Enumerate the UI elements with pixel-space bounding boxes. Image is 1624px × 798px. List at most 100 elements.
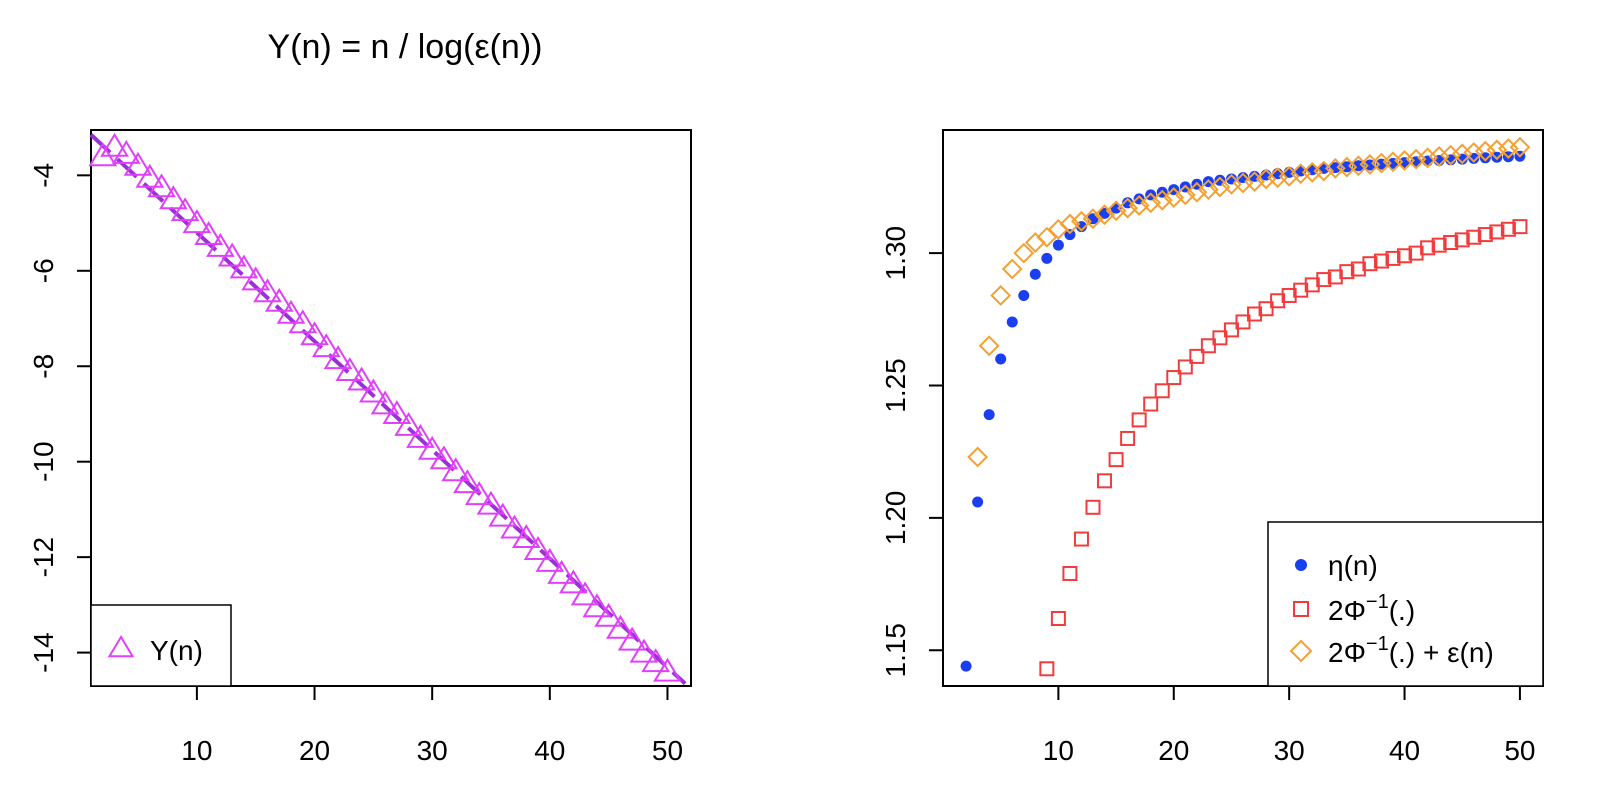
y-tick-label: 1.30 [880, 226, 911, 281]
data-point-diamond [1428, 146, 1450, 167]
data-point-diamond [1347, 155, 1369, 177]
left-data-marks [88, 132, 687, 686]
data-point-square [1039, 661, 1055, 677]
data-point-triangle [641, 648, 671, 673]
data-point-triangle [123, 151, 153, 176]
data-point-square [1477, 227, 1493, 243]
data-point-square [1166, 370, 1182, 386]
data-point-diamond [1174, 184, 1196, 206]
legend-label-sup: −1 [1366, 591, 1389, 613]
data-point-triangle [547, 559, 576, 584]
data-point-diamond [1371, 152, 1392, 174]
data-point-triangle [406, 423, 435, 448]
data-point-triangle [358, 378, 388, 403]
data-point-diamond [990, 285, 1012, 306]
data-point-square [1327, 269, 1343, 285]
data-point-square [1500, 221, 1516, 237]
data-point-triangle [382, 400, 412, 424]
legend-label-eta: η(n) [1328, 550, 1378, 581]
data-point-circle [1018, 289, 1030, 301]
data-point-triangle [100, 132, 129, 157]
y-tick-label: -6 [28, 258, 59, 283]
y-tick-label: -10 [28, 441, 59, 481]
data-point-square [1293, 282, 1309, 298]
data-point-diamond [1301, 161, 1323, 183]
data-point-triangle [453, 469, 482, 494]
data-point-square [1073, 531, 1089, 547]
data-point-diamond [1394, 150, 1415, 171]
legend-label-tail: (.) + ε(n) [1389, 637, 1494, 668]
data-point-diamond [1071, 210, 1092, 232]
data-point-triangle [535, 547, 565, 572]
data-point-square [1316, 272, 1332, 288]
data-point-circle [960, 660, 972, 672]
data-point-square [1247, 306, 1263, 322]
data-point-diamond [1486, 139, 1508, 161]
legend-label-phi-inverse: 2Φ−1(.) [1328, 591, 1415, 626]
data-point-diamond [1278, 165, 1300, 187]
chart-title: Y(n) = n / log(ε(n)) [268, 28, 543, 66]
data-point-square [1420, 240, 1436, 256]
legend-marker-square [1293, 601, 1309, 617]
data-point-square [1281, 287, 1297, 303]
data-point-triangle [594, 602, 624, 627]
data-point-triangle [570, 581, 600, 606]
y-tick-label: -14 [28, 632, 59, 672]
y-tick-label: -4 [28, 163, 59, 188]
data-point-diamond [1255, 168, 1277, 190]
data-point-diamond [1382, 151, 1404, 173]
data-point-triangle [241, 266, 271, 291]
data-point-diamond [1405, 148, 1427, 170]
legend-triangle-icon [107, 635, 135, 658]
data-point-square [1143, 396, 1159, 412]
data-point-triangle [441, 457, 471, 482]
legend-box [1267, 521, 1544, 687]
reference-dashed-line [89, 133, 687, 686]
data-point-diamond [1059, 213, 1081, 235]
data-point-triangle [653, 657, 682, 682]
data-point-diamond [1209, 176, 1231, 198]
data-point-square [1385, 250, 1401, 266]
data-point-circle [1006, 316, 1018, 328]
data-point-diamond [1163, 187, 1185, 208]
data-point-triangle [511, 524, 541, 549]
data-point-square [1062, 565, 1078, 581]
data-point-diamond [1140, 192, 1162, 214]
data-point-square [1397, 248, 1413, 264]
data-point-triangle [111, 139, 141, 164]
legend-label-y: Y(n) [150, 635, 203, 666]
x-tick-label: 30 [417, 735, 448, 766]
data-point-square [1304, 277, 1320, 293]
data-point-triangle [264, 287, 294, 312]
data-point-diamond [1290, 163, 1312, 185]
data-point-diamond [1221, 173, 1242, 195]
data-point-triangle [182, 209, 212, 234]
data-point-circle [1491, 151, 1503, 163]
data-point-triangle [476, 490, 506, 515]
y-tick-label: -12 [28, 537, 59, 577]
data-point-triangle [170, 197, 200, 222]
data-point-diamond [1417, 147, 1439, 169]
x-tick-label: 40 [534, 735, 565, 766]
data-point-circle [1064, 229, 1076, 241]
data-point-square [1177, 359, 1193, 375]
data-point-diamond [1497, 138, 1519, 159]
data-point-square [1270, 293, 1286, 309]
data-point-triangle [394, 411, 424, 436]
data-point-circle [1468, 152, 1480, 164]
data-point-diamond [1197, 179, 1219, 200]
data-point-triangle [194, 221, 224, 245]
data-point-square [1223, 322, 1239, 338]
data-point-triangle [335, 357, 365, 382]
data-point-square [1443, 235, 1459, 251]
data-point-triangle [606, 614, 635, 639]
legend-marker-triangle [107, 635, 135, 658]
x-tick-label: 30 [1274, 735, 1305, 766]
data-point-diamond [1324, 157, 1346, 179]
x-tick-label: 10 [1043, 735, 1074, 766]
left-chart: Y(n) = n / log(ε(n)) 10 20 30 40 50 -4 -6 -8 -10… [28, 28, 692, 766]
data-point-diamond [1082, 208, 1104, 230]
data-point-triangle [276, 299, 306, 324]
data-point-square [1131, 412, 1147, 428]
data-point-circle [972, 496, 984, 508]
